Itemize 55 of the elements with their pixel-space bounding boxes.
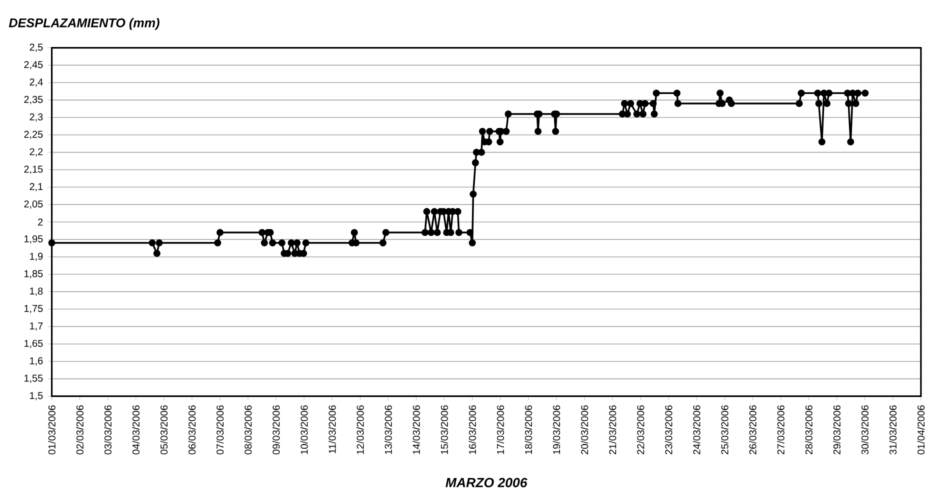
x-tick-label: 29/03/2006 xyxy=(833,405,840,454)
x-tick-label: 06/03/2006 xyxy=(188,405,196,454)
y-tick-label: 1,6 xyxy=(30,357,43,366)
x-tick-label: 14/03/2006 xyxy=(412,405,420,454)
x-tick-label: 10/03/2006 xyxy=(300,405,308,454)
x-axis-title: MARZO 2006 xyxy=(446,478,528,488)
x-tick-label: 11/03/2006 xyxy=(328,405,336,454)
x-tick-label: 26/03/2006 xyxy=(749,405,756,454)
x-tick-label: 22/03/2006 xyxy=(636,405,644,454)
y-tick-label: 2,05 xyxy=(24,200,43,209)
y-tick-label: 1,95 xyxy=(24,235,43,244)
x-tick-label: 09/03/2006 xyxy=(272,405,280,454)
x-tick-label: 20/03/2006 xyxy=(580,405,588,454)
y-tick-label: 2,5 xyxy=(30,44,43,52)
x-tick-label: 13/03/2006 xyxy=(384,405,392,454)
x-tick-label: 23/03/2006 xyxy=(664,405,672,454)
y-tick-label: 2,1 xyxy=(30,183,43,192)
x-tick-label: 19/03/2006 xyxy=(552,405,560,454)
y-tick-label: 2,35 xyxy=(24,96,43,104)
x-tick-label: 18/03/2006 xyxy=(524,405,532,454)
y-tick-label: 1,5 xyxy=(30,392,43,400)
x-tick-label: 28/03/2006 xyxy=(805,405,812,454)
x-tick-label: 12/03/2006 xyxy=(356,405,364,454)
x-tick-label: 08/03/2006 xyxy=(244,405,252,454)
x-tick-label: 01/04/2006 xyxy=(917,405,925,454)
x-tick-label: 24/03/2006 xyxy=(692,405,700,454)
x-tick-label: 01/03/2006 xyxy=(48,405,56,454)
x-tick-label: 25/03/2006 xyxy=(721,405,728,454)
y-tick-label: 1,85 xyxy=(24,270,43,279)
y-tick-label: 1,75 xyxy=(24,305,43,314)
y-tick-label: 2,4 xyxy=(30,78,43,87)
y-tick-label: 1,9 xyxy=(30,252,43,262)
x-tick-label: 03/03/2006 xyxy=(104,405,112,454)
y-tick-label: 2,15 xyxy=(24,166,43,174)
y-tick-label: 1,8 xyxy=(30,288,43,296)
x-tick-label: 04/03/2006 xyxy=(132,405,140,454)
x-tick-label: 15/03/2006 xyxy=(440,405,448,454)
y-tick-label: 2 xyxy=(38,218,43,226)
x-tick-label: 16/03/2006 xyxy=(468,405,476,454)
x-tick-label: 21/03/2006 xyxy=(608,405,616,454)
y-tick-label: 1,7 xyxy=(30,322,43,331)
y-axis-title: DESPLAZAMIENTO (mm) xyxy=(8,18,160,30)
y-tick-label: 2,3 xyxy=(30,113,43,122)
y-tick-label: 2,2 xyxy=(30,148,43,157)
x-tick-label: 27/03/2006 xyxy=(777,405,784,454)
y-tick-label: 1,65 xyxy=(24,340,43,348)
y-tick-label: 1,55 xyxy=(24,374,43,383)
x-tick-label: 31/03/2006 xyxy=(889,405,897,454)
y-tick-label: 2,25 xyxy=(24,130,43,140)
x-tick-label: 07/03/2006 xyxy=(216,405,224,454)
x-tick-label: 02/03/2006 xyxy=(76,405,84,454)
x-tick-label: 05/03/2006 xyxy=(160,405,168,454)
y-tick-label: 2,45 xyxy=(24,61,43,70)
x-tick-label: 17/03/2006 xyxy=(496,405,504,454)
x-tick-label: 30/03/2006 xyxy=(861,405,869,454)
